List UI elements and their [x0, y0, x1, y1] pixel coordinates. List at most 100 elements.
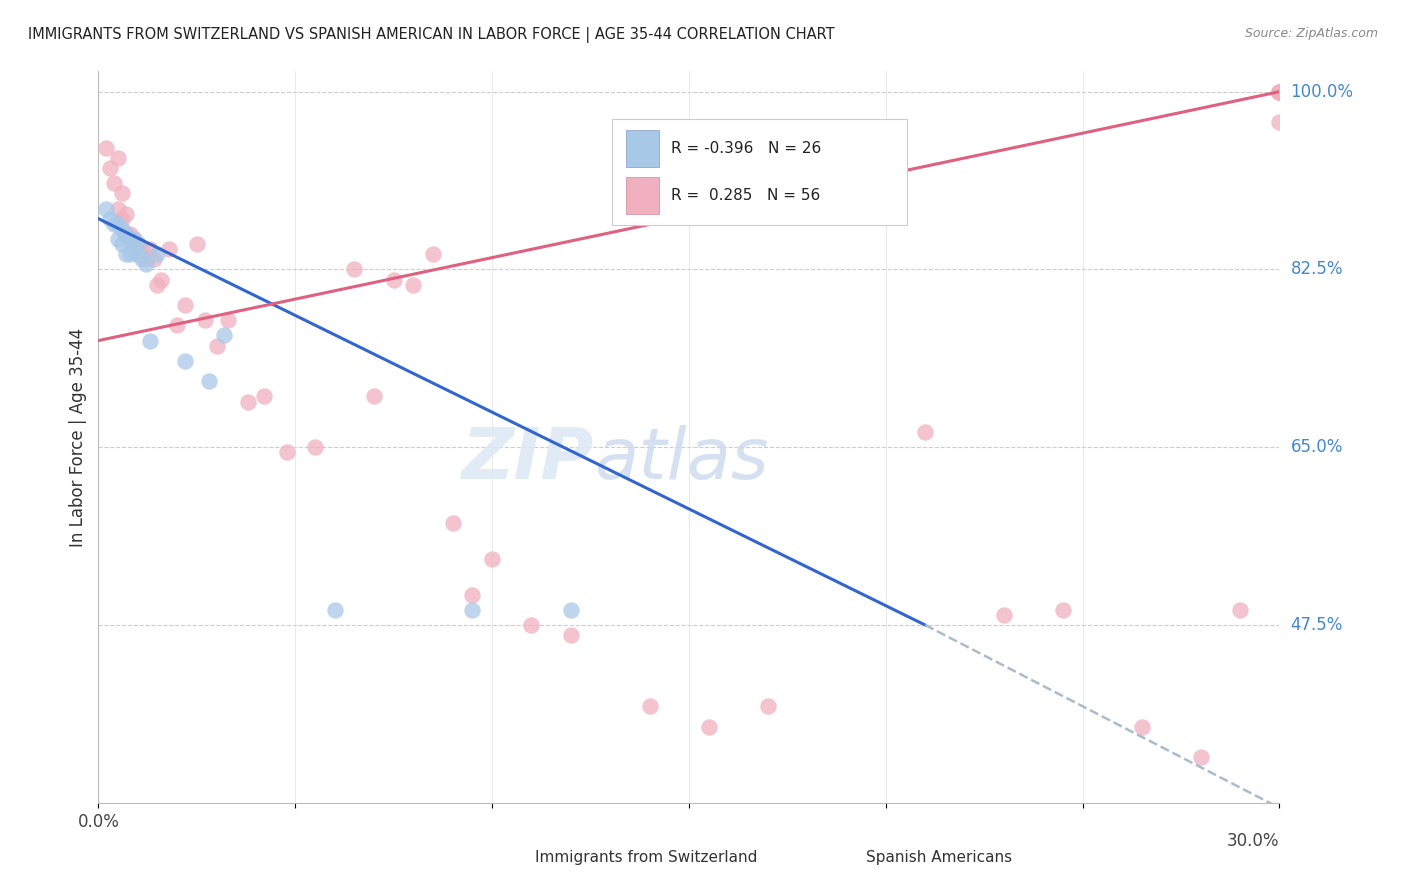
Point — [1268, 85, 1291, 99]
Point — [111, 211, 134, 226]
Point — [1268, 115, 1291, 129]
Point — [461, 588, 484, 602]
Text: R = -0.396   N = 26: R = -0.396 N = 26 — [671, 141, 821, 156]
Point — [481, 552, 503, 566]
Point — [98, 161, 121, 175]
Point — [107, 217, 129, 231]
Point — [186, 237, 208, 252]
Point — [402, 277, 425, 292]
Point — [1268, 85, 1291, 99]
Point — [382, 272, 405, 286]
Point — [122, 242, 145, 256]
Text: atlas: atlas — [595, 425, 769, 493]
Point — [1130, 720, 1153, 734]
Point — [253, 389, 276, 403]
Point — [236, 394, 259, 409]
Text: Source: ZipAtlas.com: Source: ZipAtlas.com — [1244, 27, 1378, 40]
Point — [214, 328, 236, 343]
Point — [138, 334, 160, 348]
Point — [107, 151, 129, 165]
Point — [560, 628, 582, 642]
Text: 30.0%: 30.0% — [1227, 832, 1279, 850]
Point — [103, 176, 125, 190]
Text: IMMIGRANTS FROM SWITZERLAND VS SPANISH AMERICAN IN LABOR FORCE | AGE 35-44 CORRE: IMMIGRANTS FROM SWITZERLAND VS SPANISH A… — [28, 27, 835, 43]
Point — [107, 232, 129, 246]
Point — [111, 222, 134, 236]
Point — [118, 227, 141, 241]
Point — [520, 618, 543, 632]
Point — [1268, 85, 1291, 99]
Bar — [626, 130, 659, 167]
Point — [122, 232, 145, 246]
Point — [96, 202, 118, 216]
Point — [111, 186, 134, 201]
Point — [118, 247, 141, 261]
Point — [150, 272, 173, 286]
Bar — [488, 846, 530, 874]
Bar — [626, 177, 659, 213]
Point — [135, 252, 157, 267]
Point — [638, 699, 661, 714]
Point — [422, 247, 444, 261]
Point — [217, 313, 239, 327]
Point — [146, 277, 169, 292]
Point — [131, 252, 153, 267]
Point — [118, 232, 141, 246]
Point — [304, 440, 326, 454]
Point — [122, 232, 145, 246]
Point — [111, 237, 134, 252]
Point — [993, 607, 1015, 622]
Point — [96, 140, 118, 154]
Y-axis label: In Labor Force | Age 35-44: In Labor Force | Age 35-44 — [69, 327, 87, 547]
Point — [127, 247, 149, 261]
Point — [98, 211, 121, 226]
Text: Immigrants from Switzerland: Immigrants from Switzerland — [536, 850, 758, 865]
Point — [174, 298, 197, 312]
Point — [107, 202, 129, 216]
Point — [127, 247, 149, 261]
Point — [560, 603, 582, 617]
Point — [142, 252, 165, 267]
Point — [323, 603, 346, 617]
Text: 82.5%: 82.5% — [1291, 260, 1343, 278]
Point — [127, 237, 149, 252]
Text: R =  0.285   N = 56: R = 0.285 N = 56 — [671, 187, 821, 202]
Point — [115, 227, 138, 241]
Point — [138, 242, 160, 256]
Point — [205, 338, 228, 352]
Point — [697, 720, 720, 734]
Point — [343, 262, 366, 277]
Point — [1189, 750, 1212, 764]
Bar — [612, 119, 907, 225]
Point — [135, 257, 157, 271]
Text: ZIP: ZIP — [463, 425, 595, 493]
Point — [127, 237, 149, 252]
Point — [276, 445, 298, 459]
Point — [118, 232, 141, 246]
Point — [441, 516, 464, 531]
Text: 65.0%: 65.0% — [1291, 438, 1343, 456]
Text: Spanish Americans: Spanish Americans — [866, 850, 1012, 865]
Text: 100.0%: 100.0% — [1291, 83, 1354, 101]
Text: 47.5%: 47.5% — [1291, 616, 1343, 634]
Point — [122, 237, 145, 252]
Point — [197, 374, 219, 388]
Point — [115, 206, 138, 220]
Point — [194, 313, 217, 327]
Bar — [818, 846, 862, 874]
Point — [131, 242, 153, 256]
Point — [1052, 603, 1074, 617]
Point — [115, 227, 138, 241]
Point — [1229, 603, 1251, 617]
Point — [115, 247, 138, 261]
Point — [174, 354, 197, 368]
Point — [914, 425, 936, 439]
Point — [157, 242, 180, 256]
Point — [756, 699, 779, 714]
Point — [103, 217, 125, 231]
Point — [363, 389, 385, 403]
Point — [146, 247, 169, 261]
Point — [166, 318, 188, 333]
Point — [1268, 85, 1291, 99]
Point — [461, 603, 484, 617]
